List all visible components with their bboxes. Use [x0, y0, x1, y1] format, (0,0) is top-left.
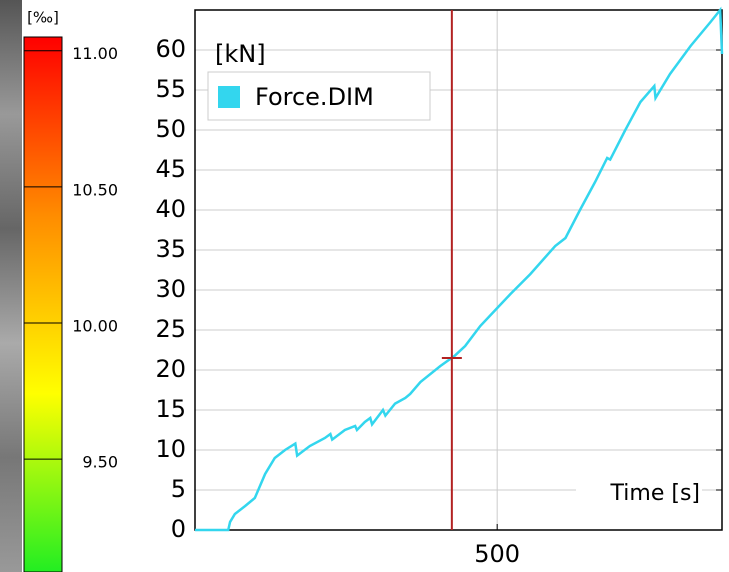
plot-frame	[194, 9, 723, 531]
legend-swatch	[218, 86, 240, 108]
colorbar-tick-label: 10.00	[72, 316, 118, 335]
legend-box	[207, 71, 431, 121]
background-image	[0, 0, 22, 572]
y-tick-label: 60	[155, 35, 186, 63]
y-tick-label: 20	[155, 355, 186, 383]
colorbar-tick-label: 9.50	[82, 453, 118, 472]
y-tick-label: 45	[155, 155, 186, 183]
y-tick-label: 5	[171, 475, 186, 503]
y-tick-label: 15	[155, 395, 186, 423]
x-tick-label: 500	[474, 540, 520, 568]
y-tick-label: 10	[155, 435, 186, 463]
y-tick-label: 50	[155, 115, 186, 143]
colorbar-unit: [‰]	[27, 9, 59, 27]
colorbar-tick-label: 10.50	[72, 180, 118, 199]
colorbar	[23, 36, 63, 572]
legend-label: Force.DIM	[255, 83, 374, 111]
x-label-box	[576, 478, 702, 510]
y-tick-label: 30	[155, 275, 186, 303]
y-axis-label: [kN]	[215, 40, 266, 68]
data-line	[195, 6, 724, 532]
y-tick-label: 40	[155, 195, 186, 223]
colorbar-tick-label: 11.00	[72, 44, 118, 63]
y-tick-label: 55	[155, 75, 186, 103]
y-tick-label: 25	[155, 315, 186, 343]
y-tick-label: 35	[155, 235, 186, 263]
x-axis-label: Time [s]	[610, 481, 700, 506]
y-tick-label: 0	[171, 515, 186, 543]
